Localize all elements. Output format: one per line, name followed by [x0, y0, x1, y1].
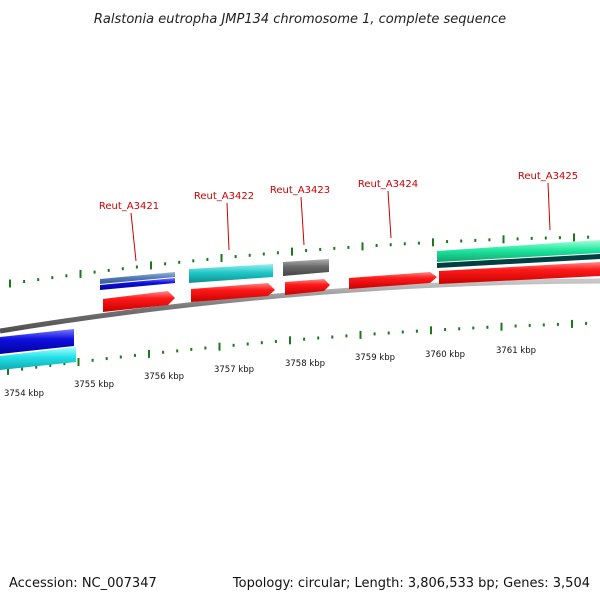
cds-arrow-reut-a3422[interactable]	[191, 283, 275, 302]
scale-label-3759: 3759 kbp	[355, 353, 395, 363]
cds-arrow-reut-a3423[interactable]	[285, 279, 330, 295]
leader-line-reut-a3424	[387, 190, 392, 239]
scale-label-3755: 3755 kbp	[74, 380, 114, 390]
cog-feature-track	[100, 240, 600, 290]
map-title: Ralstonia eutropha JMP134 chromosome 1, …	[94, 12, 506, 27]
cog-block-reut-a3421-lower[interactable]	[100, 278, 175, 290]
cog-block-left-cyan[interactable]	[0, 347, 76, 370]
scale-label-3758: 3758 kbp	[285, 359, 325, 369]
gene-label-reut-a3424[interactable]: Reut_A3424	[358, 179, 418, 190]
cog-block-reut-a3425-shadow	[437, 254, 600, 268]
chromosome-backbone	[0, 278, 600, 334]
scale-label-3760: 3760 kbp	[425, 350, 465, 360]
inner-tick-ring	[7, 319, 588, 375]
leader-line-reut-a3425	[547, 182, 551, 231]
cog-block-reut-a3423[interactable]	[283, 259, 329, 276]
cds-arrow-reut-a3425[interactable]	[439, 262, 600, 284]
cds-arrow-reut-a3424[interactable]	[349, 272, 437, 289]
leader-line-reut-a3421	[130, 212, 137, 262]
leader-line-reut-a3422	[226, 202, 230, 251]
scale-label-3756: 3756 kbp	[144, 372, 184, 382]
outer-tick-ring	[9, 233, 590, 288]
cog-block-reut-a3421-upper[interactable]	[100, 272, 175, 284]
gene-labels: Reut_A3421 Reut_A3422 Reut_A3423 Reut_A3…	[99, 171, 578, 262]
scale-label-3757: 3757 kbp	[214, 365, 254, 375]
scale-label-3761: 3761 kbp	[496, 346, 536, 356]
gene-label-reut-a3423[interactable]: Reut_A3423	[270, 185, 330, 196]
cog-block-left-blue[interactable]	[0, 329, 74, 354]
gene-label-reut-a3421[interactable]: Reut_A3421	[99, 201, 159, 212]
gene-label-reut-a3425[interactable]: Reut_A3425	[518, 171, 578, 182]
leader-line-reut-a3423	[300, 196, 305, 246]
cds-arrow-reut-a3421[interactable]	[103, 291, 175, 312]
cds-track	[103, 262, 600, 312]
gene-label-reut-a3422[interactable]: Reut_A3422	[194, 191, 254, 202]
accession-text: Accession: NC_007347	[9, 576, 157, 591]
scale-label-3754: 3754 kbp	[4, 389, 44, 399]
cog-block-reut-a3422[interactable]	[189, 264, 273, 283]
scale-labels: 3754 kbp 3755 kbp 3756 kbp 3757 kbp 3758…	[4, 346, 536, 399]
genome-summary-text: Topology: circular; Length: 3,806,533 bp…	[232, 576, 590, 591]
cog-feature-track-lower	[0, 329, 76, 370]
cog-block-reut-a3425[interactable]	[437, 240, 600, 262]
